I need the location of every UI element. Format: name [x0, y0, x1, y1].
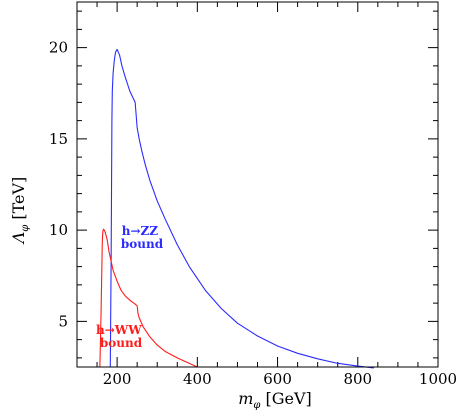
zz-series-label: h→ZZ bound	[121, 224, 164, 251]
zz-bound-line	[109, 48, 374, 369]
x-tick-label: 1000	[419, 370, 457, 388]
y-tick-label: 20	[49, 39, 68, 57]
ww-label-line1: h→WW	[96, 323, 142, 337]
x-axis-label-sub: φ	[253, 400, 260, 411]
ticks-layer	[76, 2, 439, 367]
x-axis-label: mφ [GeV]	[238, 389, 312, 411]
y-tick-label: 5	[58, 312, 68, 330]
x-tick-label: 800	[343, 370, 372, 388]
curves-layer	[99, 48, 374, 369]
plot-frame	[76, 1, 439, 368]
zz-label-line1: h→ZZ	[122, 224, 159, 238]
x-axis-label-var: m	[238, 389, 253, 408]
zz-label-line2: bound	[121, 237, 164, 251]
y-tick-label: 15	[49, 130, 68, 148]
x-axis-label-unit: [GeV]	[260, 389, 311, 408]
y-axis-label-sub: φ	[20, 225, 31, 232]
ww-series-label: h→WW bound	[96, 323, 146, 350]
y-axis-label-unit: [TeV]	[9, 177, 28, 225]
ww-label-line2: bound	[100, 336, 143, 350]
x-tick-label: 600	[263, 370, 292, 388]
y-tick-label: 10	[49, 221, 68, 239]
x-tick-label: 400	[183, 370, 212, 388]
y-axis-label-var: Λ	[9, 232, 28, 246]
ww-bound-line	[99, 228, 198, 368]
labels-layer: 200 400 600 800 1000 5 10 15 20	[49, 39, 457, 388]
x-tick-label: 200	[103, 370, 132, 388]
y-axis-label: Λφ [TeV]	[9, 177, 31, 246]
